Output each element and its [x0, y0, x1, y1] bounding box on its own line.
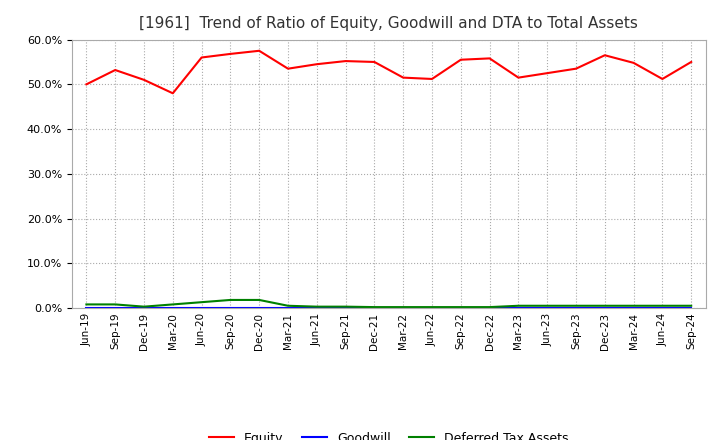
Title: [1961]  Trend of Ratio of Equity, Goodwill and DTA to Total Assets: [1961] Trend of Ratio of Equity, Goodwil… [140, 16, 638, 32]
Goodwill [111, 305, 120, 311]
Deferred Tax Assets [82, 302, 91, 307]
Equity [687, 59, 696, 65]
Deferred Tax Assets [456, 304, 465, 310]
Line: Equity: Equity [86, 51, 691, 93]
Goodwill [399, 305, 408, 311]
Goodwill [629, 305, 638, 311]
Equity [226, 51, 235, 57]
Goodwill [514, 305, 523, 311]
Equity [168, 91, 177, 96]
Goodwill [485, 305, 494, 311]
Goodwill [687, 305, 696, 311]
Equity [341, 59, 350, 64]
Goodwill [600, 305, 609, 311]
Equity [140, 77, 148, 82]
Equity [543, 70, 552, 76]
Goodwill [82, 305, 91, 311]
Equity [284, 66, 292, 71]
Goodwill [140, 305, 148, 311]
Equity [370, 59, 379, 65]
Goodwill [658, 305, 667, 311]
Deferred Tax Assets [255, 297, 264, 303]
Equity [428, 76, 436, 81]
Deferred Tax Assets [629, 303, 638, 308]
Equity [111, 67, 120, 73]
Equity [255, 48, 264, 53]
Goodwill [370, 305, 379, 311]
Equity [658, 76, 667, 81]
Equity [572, 66, 580, 71]
Goodwill [428, 305, 436, 311]
Goodwill [572, 305, 580, 311]
Equity [629, 60, 638, 66]
Deferred Tax Assets [600, 303, 609, 308]
Goodwill [341, 305, 350, 311]
Deferred Tax Assets [140, 304, 148, 309]
Goodwill [226, 305, 235, 311]
Goodwill [255, 305, 264, 311]
Deferred Tax Assets [485, 304, 494, 310]
Deferred Tax Assets [226, 297, 235, 303]
Goodwill [543, 305, 552, 311]
Deferred Tax Assets [284, 303, 292, 308]
Deferred Tax Assets [312, 304, 321, 309]
Deferred Tax Assets [658, 303, 667, 308]
Line: Deferred Tax Assets: Deferred Tax Assets [86, 300, 691, 307]
Goodwill [168, 305, 177, 311]
Legend: Equity, Goodwill, Deferred Tax Assets: Equity, Goodwill, Deferred Tax Assets [204, 427, 574, 440]
Deferred Tax Assets [543, 303, 552, 308]
Goodwill [312, 305, 321, 311]
Equity [197, 55, 206, 60]
Deferred Tax Assets [687, 303, 696, 308]
Goodwill [284, 305, 292, 311]
Deferred Tax Assets [428, 304, 436, 310]
Deferred Tax Assets [514, 303, 523, 308]
Equity [312, 62, 321, 67]
Deferred Tax Assets [341, 304, 350, 309]
Deferred Tax Assets [168, 302, 177, 307]
Deferred Tax Assets [197, 300, 206, 305]
Deferred Tax Assets [572, 303, 580, 308]
Deferred Tax Assets [399, 304, 408, 310]
Equity [456, 57, 465, 62]
Equity [485, 56, 494, 61]
Goodwill [456, 305, 465, 311]
Equity [514, 75, 523, 80]
Equity [82, 82, 91, 87]
Equity [600, 53, 609, 58]
Goodwill [197, 305, 206, 311]
Deferred Tax Assets [370, 304, 379, 310]
Deferred Tax Assets [111, 302, 120, 307]
Equity [399, 75, 408, 80]
